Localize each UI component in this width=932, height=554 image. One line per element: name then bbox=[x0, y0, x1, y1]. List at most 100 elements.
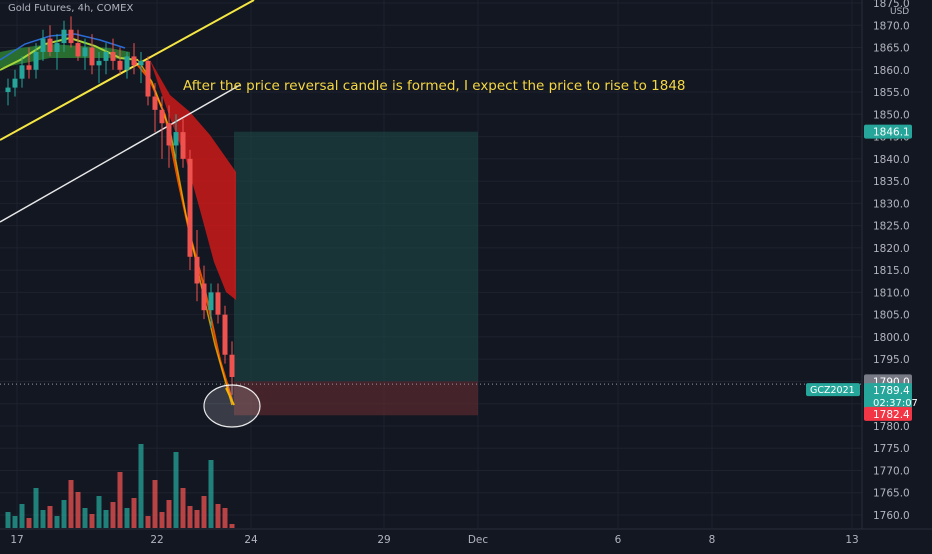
y-tick-label: 1770.0 bbox=[873, 465, 910, 477]
volume-bar bbox=[187, 506, 193, 528]
candle-body bbox=[61, 29, 67, 44]
candle-body bbox=[131, 56, 137, 66]
volume-bar bbox=[229, 524, 235, 528]
candle-body bbox=[47, 38, 53, 52]
candle-body bbox=[82, 47, 88, 57]
currency-label: USD bbox=[890, 7, 909, 17]
symbol-tag: GCZ2021 bbox=[810, 385, 855, 396]
y-tick-label: 1795.0 bbox=[873, 354, 910, 366]
volume-bar bbox=[61, 500, 67, 528]
bearish-cloud bbox=[150, 60, 236, 300]
y-tick-label: 1765.0 bbox=[873, 488, 910, 500]
volume-bar bbox=[194, 510, 200, 528]
y-tick-label: 1820.0 bbox=[873, 243, 910, 255]
candle-body bbox=[33, 51, 39, 70]
candle-body bbox=[110, 51, 116, 61]
volume-bar bbox=[75, 492, 81, 528]
stop-price-label: 1782.4 bbox=[873, 409, 910, 421]
x-tick-label: 6 bbox=[615, 534, 622, 546]
volume-bar bbox=[138, 444, 144, 528]
volume-bar bbox=[19, 504, 25, 528]
candle-body bbox=[26, 65, 32, 70]
volume-bar bbox=[110, 502, 116, 528]
trend-lines bbox=[0, 0, 255, 406]
candle-body bbox=[145, 60, 151, 97]
volume-bar bbox=[180, 488, 186, 528]
moving-average-yellow-lower bbox=[137, 59, 233, 406]
overlays bbox=[203, 384, 261, 428]
candle-body bbox=[96, 60, 102, 66]
x-tick-label: 13 bbox=[845, 534, 858, 546]
x-tick-label: 22 bbox=[150, 534, 163, 546]
time-axis-background bbox=[0, 529, 932, 550]
volume-bar bbox=[54, 516, 60, 528]
profit-zone bbox=[234, 131, 478, 382]
volume-bars bbox=[5, 444, 235, 528]
loss-zone bbox=[234, 381, 478, 416]
volume-bar bbox=[33, 488, 39, 528]
candle-body bbox=[222, 314, 228, 355]
annotation-text: After the price reversal candle is forme… bbox=[183, 78, 686, 94]
trendline-white bbox=[0, 84, 241, 223]
candle-body bbox=[117, 60, 123, 70]
candle-body bbox=[138, 60, 144, 66]
candle-body bbox=[159, 109, 165, 124]
y-tick-label: 1815.0 bbox=[873, 265, 910, 277]
candle-body bbox=[54, 43, 60, 52]
x-tick-label: 29 bbox=[377, 534, 390, 546]
y-tick-label: 1800.0 bbox=[873, 332, 910, 344]
y-tick-label: 1805.0 bbox=[873, 310, 910, 322]
stop-price-label-bg bbox=[864, 406, 912, 421]
candle-body bbox=[173, 132, 179, 146]
volume-bar bbox=[40, 510, 46, 528]
volume-bar bbox=[124, 508, 130, 528]
y-tick-label: 1850.0 bbox=[873, 109, 910, 121]
y-tick-label: 1830.0 bbox=[873, 198, 910, 210]
y-tick-label: 1840.0 bbox=[873, 154, 910, 166]
volume-bar bbox=[12, 516, 18, 528]
x-tick-label: Dec bbox=[468, 534, 489, 546]
indicator-cloud bbox=[0, 44, 236, 300]
x-tick-label: 24 bbox=[244, 534, 258, 546]
bullish-cloud bbox=[0, 44, 130, 68]
volume-bar bbox=[47, 506, 53, 528]
candles bbox=[5, 16, 235, 395]
candle-body bbox=[180, 132, 186, 159]
volume-bar bbox=[159, 512, 165, 528]
candle-body bbox=[215, 292, 221, 315]
current-price-label: 1789.4 bbox=[873, 385, 910, 397]
candle-body bbox=[208, 292, 214, 311]
volume-bar bbox=[96, 496, 102, 528]
current-price-label-bg bbox=[864, 383, 912, 410]
volume-bar bbox=[103, 510, 109, 528]
y-tick-label: 1775.0 bbox=[873, 443, 910, 455]
candle-body bbox=[68, 29, 74, 44]
volume-bar bbox=[5, 512, 11, 528]
volume-bar bbox=[201, 496, 207, 528]
reversal-highlight-circle bbox=[203, 384, 261, 428]
volume-bar bbox=[215, 504, 221, 528]
y-tick-label: 1875.0 bbox=[873, 0, 910, 10]
x-tick-label: 17 bbox=[10, 534, 23, 546]
volume-bar bbox=[82, 508, 88, 528]
candle-body bbox=[75, 43, 81, 57]
volume-bar bbox=[117, 472, 123, 528]
y-tick-label: 1835.0 bbox=[873, 176, 910, 188]
volume-bar bbox=[208, 460, 214, 528]
candle-body bbox=[103, 51, 109, 61]
volume-bar bbox=[26, 518, 32, 528]
candle-body bbox=[5, 87, 11, 93]
target-price-label: 1846.1 bbox=[873, 127, 910, 139]
x-tick-label: 8 bbox=[709, 534, 716, 546]
volume-bar bbox=[152, 480, 158, 528]
position-zones bbox=[0, 131, 862, 416]
volume-bar bbox=[131, 498, 137, 528]
volume-bar bbox=[89, 514, 95, 528]
candle-body bbox=[12, 78, 18, 88]
volume-bar bbox=[166, 500, 172, 528]
symbol-tag-bg bbox=[806, 383, 860, 397]
volume-bar bbox=[222, 508, 228, 528]
volume-bar bbox=[145, 516, 151, 528]
